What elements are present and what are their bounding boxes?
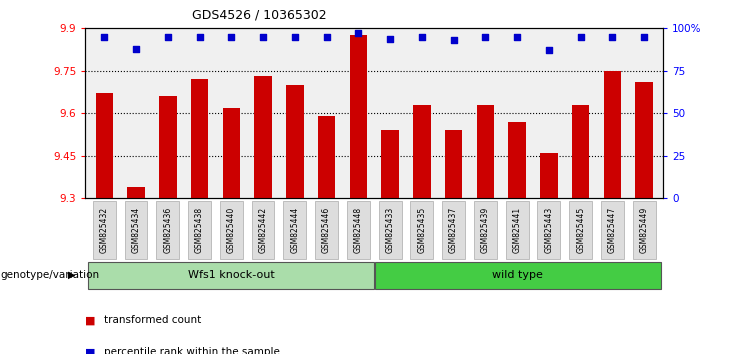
Point (257, 34, 269, 40)
Text: GSM825441: GSM825441 (513, 207, 522, 253)
FancyBboxPatch shape (252, 201, 274, 259)
Text: GSM825434: GSM825434 (131, 207, 141, 253)
Text: transformed count: transformed count (104, 315, 201, 325)
Bar (96, 93, 113, 198)
Text: GSM825433: GSM825433 (385, 207, 395, 253)
Bar (540, 153, 557, 198)
Point (606, 34, 618, 40)
Point (130, 46, 142, 52)
Text: GSM825435: GSM825435 (417, 207, 426, 253)
Point (99, 34, 110, 40)
FancyBboxPatch shape (220, 201, 243, 259)
Text: Wfs1 knock-out: Wfs1 knock-out (188, 270, 275, 280)
FancyBboxPatch shape (93, 201, 116, 259)
Bar (445, 130, 462, 198)
Bar (127, 187, 144, 198)
Point (448, 38, 459, 43)
Text: GSM825449: GSM825449 (639, 207, 648, 253)
Bar (222, 108, 240, 198)
Text: GSM825436: GSM825436 (163, 207, 173, 253)
Text: GSM825445: GSM825445 (576, 207, 585, 253)
FancyBboxPatch shape (633, 201, 656, 259)
FancyBboxPatch shape (569, 201, 592, 259)
Bar (254, 76, 272, 198)
FancyBboxPatch shape (124, 201, 147, 259)
FancyBboxPatch shape (283, 201, 306, 259)
Point (321, 34, 333, 40)
Text: GSM825442: GSM825442 (259, 207, 268, 253)
Text: GSM825432: GSM825432 (100, 207, 109, 253)
FancyBboxPatch shape (442, 201, 465, 259)
Text: GSM825440: GSM825440 (227, 207, 236, 253)
FancyBboxPatch shape (537, 201, 560, 259)
Point (479, 34, 491, 40)
Text: GSM825444: GSM825444 (290, 207, 299, 253)
FancyBboxPatch shape (347, 201, 370, 259)
Point (384, 36, 396, 41)
Point (638, 34, 650, 40)
Text: GDS4526 / 10365302: GDS4526 / 10365302 (192, 9, 327, 22)
Text: GSM825438: GSM825438 (195, 207, 204, 253)
Bar (191, 79, 208, 198)
Text: ■: ■ (85, 347, 99, 354)
Bar (286, 85, 304, 198)
Bar (508, 122, 526, 198)
Point (193, 34, 205, 40)
Text: wild type: wild type (492, 270, 542, 280)
Point (511, 34, 523, 40)
Bar (636, 82, 653, 198)
Point (575, 34, 587, 40)
Point (416, 34, 428, 40)
FancyBboxPatch shape (188, 201, 211, 259)
Bar (159, 96, 176, 198)
FancyBboxPatch shape (88, 262, 373, 289)
Text: GSM825446: GSM825446 (322, 207, 331, 253)
FancyBboxPatch shape (505, 201, 528, 259)
Bar (318, 116, 335, 198)
Bar (350, 35, 367, 198)
Text: ■: ■ (85, 315, 99, 325)
Bar (476, 105, 494, 198)
FancyBboxPatch shape (411, 201, 433, 259)
FancyBboxPatch shape (601, 201, 624, 259)
Text: GSM825439: GSM825439 (481, 207, 490, 253)
FancyBboxPatch shape (156, 201, 179, 259)
Point (289, 34, 301, 40)
FancyBboxPatch shape (379, 201, 402, 259)
Bar (382, 130, 399, 198)
FancyBboxPatch shape (375, 262, 661, 289)
Bar (572, 105, 589, 198)
Text: GSM825448: GSM825448 (353, 207, 363, 253)
Point (543, 47, 555, 53)
Point (162, 34, 173, 40)
FancyBboxPatch shape (474, 201, 496, 259)
Bar (413, 105, 431, 198)
Point (225, 34, 237, 40)
Text: GSM825447: GSM825447 (608, 207, 617, 253)
Text: GSM825437: GSM825437 (449, 207, 458, 253)
Text: genotype/variation: genotype/variation (1, 270, 100, 280)
Text: ▶: ▶ (68, 270, 76, 280)
Text: percentile rank within the sample: percentile rank within the sample (104, 347, 279, 354)
Bar (604, 71, 621, 198)
Text: GSM825443: GSM825443 (545, 207, 554, 253)
Point (353, 30, 365, 36)
FancyBboxPatch shape (315, 201, 338, 259)
